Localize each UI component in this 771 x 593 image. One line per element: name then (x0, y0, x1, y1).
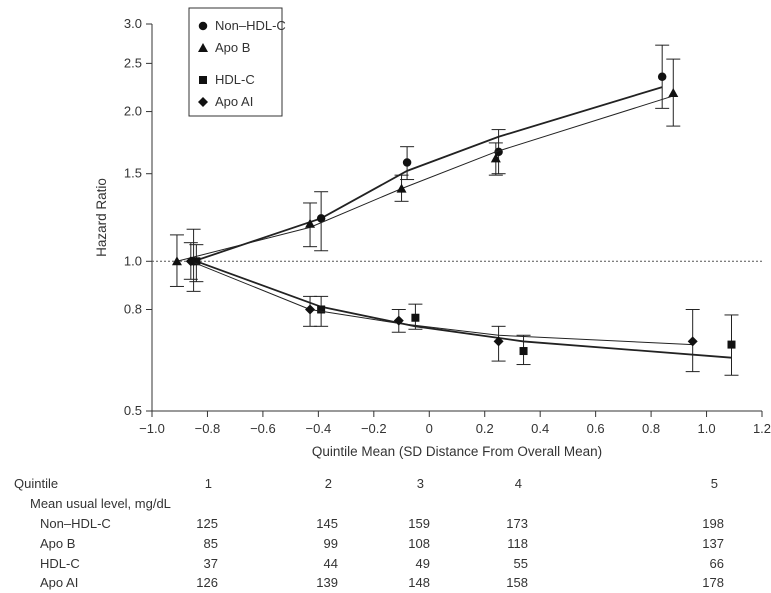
table-cell: 173 (506, 516, 528, 531)
row-label-apo-ai: Apo AI (40, 575, 79, 590)
legend-label: HDL-C (215, 72, 255, 87)
table-cell: 145 (316, 516, 338, 531)
table-cell: 55 (513, 556, 528, 571)
table-cell: 137 (702, 536, 724, 551)
data-point-hdl-c (317, 305, 326, 314)
data-point-apo-b (396, 183, 407, 193)
fit-line-apo-ai (190, 260, 693, 346)
table-cell: 126 (196, 575, 218, 590)
y-tick-label: 2.5 (124, 55, 142, 70)
x-tick-label: 1.0 (698, 421, 716, 436)
table-cell: 148 (408, 575, 430, 590)
x-axis-label: Quintile Mean (SD Distance From Overall … (312, 444, 602, 459)
quintile-number: 1 (204, 476, 212, 491)
data-point-apo-ai (687, 336, 698, 347)
table-cell: 159 (408, 516, 430, 531)
quintile-number: 5 (710, 476, 718, 491)
y-tick-label: 1.0 (124, 253, 142, 268)
table-cell: 125 (196, 516, 218, 531)
x-tick-label: 0.4 (531, 421, 549, 436)
x-tick-label: 1.2 (753, 421, 771, 436)
data-point-hdl-c (411, 313, 420, 322)
table-cell: 85 (203, 536, 218, 551)
row-label-apo-b: Apo B (40, 536, 76, 551)
quintile-number: 3 (416, 476, 424, 491)
legend-marker (198, 97, 208, 107)
data-point-apo-ai (393, 315, 404, 326)
table-cell: 178 (702, 575, 724, 590)
y-tick-label: 1.5 (124, 166, 142, 181)
legend-label: Apo AI (215, 94, 253, 109)
quintile-number: 4 (514, 476, 522, 491)
y-tick-label: 3.0 (124, 16, 142, 31)
table-cell: 49 (415, 556, 430, 571)
quintile-header-label: Quintile (14, 476, 59, 491)
table-cell: 198 (702, 516, 724, 531)
data-point-non-hdl-c (494, 147, 503, 157)
data-point-apo-ai (185, 256, 196, 267)
x-tick-label: −0.4 (306, 421, 332, 436)
x-tick-label: −1.0 (139, 421, 165, 436)
fit-line-apo-b (176, 95, 674, 262)
table-cell: 139 (316, 575, 338, 590)
data-point-hdl-c (519, 347, 528, 356)
data-point-hdl-c (727, 340, 736, 349)
legend-label: Non–HDL-C (215, 18, 286, 33)
y-axis-label: Hazard Ratio (94, 178, 109, 257)
legend-marker (198, 21, 208, 31)
x-tick-label: 0.6 (587, 421, 605, 436)
data-point-apo-ai (493, 336, 504, 347)
quintile-number: 2 (324, 476, 332, 491)
table-cell: 66 (709, 556, 724, 571)
data-point-non-hdl-c (316, 214, 326, 223)
table-cell: 37 (203, 556, 218, 571)
data-point-hdl-c (192, 257, 201, 266)
hazard-ratio-chart: 0.5 0.8 1.0 1.5 2.0 2.5 3.0 −1.0 −0.8 −0.6 −0.4 −0.… (94, 7, 771, 459)
y-tick-label: 0.8 (124, 301, 142, 316)
data-point-apo-ai (305, 304, 316, 315)
x-tick-label: −0.6 (250, 421, 276, 436)
x-tick-label: −0.8 (195, 421, 221, 436)
table-cell: 118 (507, 536, 528, 551)
row-label-hdl-c: HDL-C (40, 556, 80, 571)
table-cell: 44 (323, 556, 338, 571)
data-point-non-hdl-c (402, 158, 412, 167)
data-point-apo-b (171, 256, 182, 266)
x-tick-label: 0.8 (642, 421, 660, 436)
table-cell: 158 (506, 575, 528, 590)
y-tick-label: 2.0 (124, 104, 142, 119)
x-tick-label: −0.2 (361, 421, 387, 436)
legend-marker (198, 43, 208, 52)
data-point-apo-b (305, 218, 316, 228)
row-label-non-hdl-c: Non–HDL-C (40, 516, 111, 531)
legend-marker (199, 76, 207, 84)
x-tick-label: 0.2 (476, 421, 494, 436)
data-point-apo-b (668, 87, 679, 97)
x-tick-label: 0 (426, 421, 433, 436)
fit-line-hdl-c (196, 260, 732, 359)
data-point-non-hdl-c (657, 72, 667, 81)
table-cell: 99 (323, 536, 338, 551)
data-point-apo-b (490, 153, 501, 163)
table-cell: 108 (408, 536, 430, 551)
mean-level-label: Mean usual level, mg/dL (30, 496, 171, 511)
y-tick-label: 0.5 (124, 403, 142, 418)
legend-label: Apo B (215, 40, 250, 55)
